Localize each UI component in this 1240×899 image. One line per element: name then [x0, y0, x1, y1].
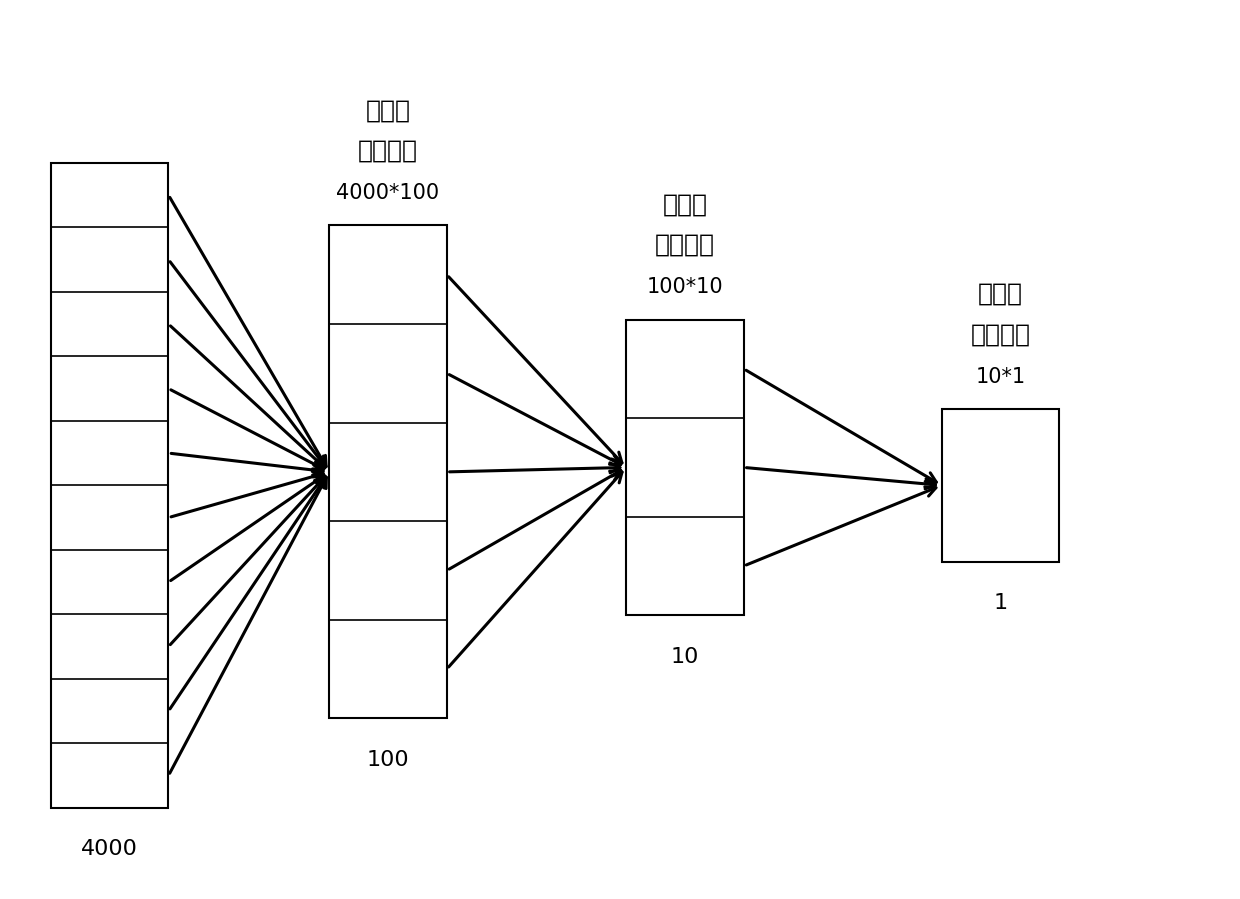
- Text: 4000: 4000: [81, 840, 138, 859]
- Text: 全连接层: 全连接层: [358, 138, 418, 163]
- Text: 10: 10: [671, 646, 699, 667]
- Text: 100*10: 100*10: [646, 277, 723, 298]
- Text: 第三层: 第三层: [978, 282, 1023, 306]
- Bar: [941, 409, 1059, 562]
- Bar: [626, 319, 744, 615]
- Text: 全连接层: 全连接层: [971, 323, 1030, 346]
- Text: 第一层: 第一层: [366, 98, 410, 122]
- Bar: [51, 163, 169, 808]
- Text: 100: 100: [367, 750, 409, 770]
- Text: 1: 1: [993, 593, 1008, 613]
- Bar: [330, 226, 446, 718]
- Text: 第二层: 第二层: [662, 192, 708, 217]
- Text: 10*1: 10*1: [976, 367, 1025, 387]
- Text: 全连接层: 全连接层: [655, 233, 715, 257]
- Text: 4000*100: 4000*100: [336, 183, 440, 203]
